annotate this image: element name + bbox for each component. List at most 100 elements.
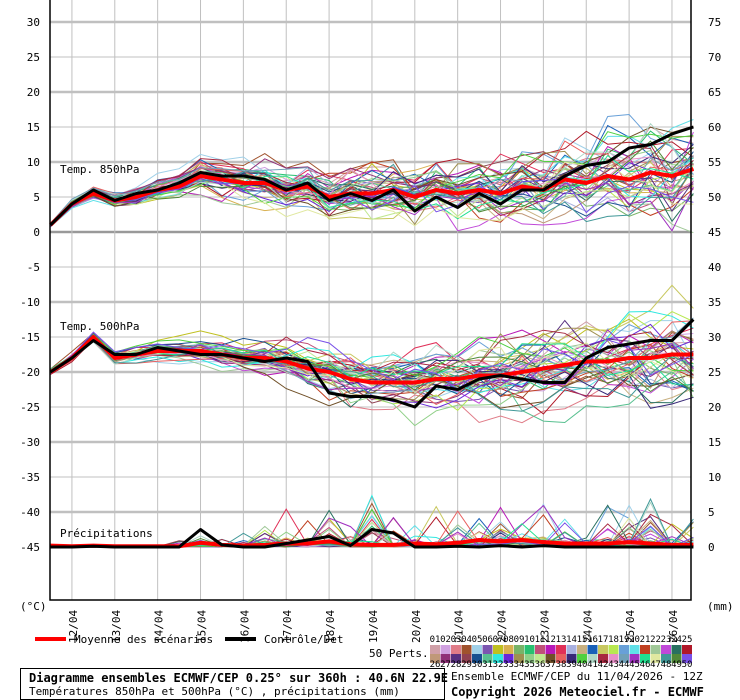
- date-tick-label: 14/04: [153, 610, 166, 643]
- panel-label-850: Temp. 850hPa: [60, 163, 139, 176]
- pert-swatch-02: [440, 645, 451, 654]
- pert-swatch-05: [472, 645, 482, 654]
- pert-number: 40: [577, 660, 588, 670]
- pert-swatch-34: [514, 654, 524, 663]
- left-tick-label: -40: [20, 506, 40, 519]
- right-tick-label: 70: [708, 51, 721, 64]
- left-tick-label: 0: [33, 226, 40, 239]
- legend-perts-label: 50 Perts.: [369, 647, 429, 660]
- pert-swatch-04: [461, 645, 472, 654]
- pert-swatch-10: [524, 645, 535, 654]
- pert-number: 41: [587, 660, 598, 670]
- pert-number: 17: [598, 635, 609, 645]
- pert-line-1-32: [50, 310, 694, 394]
- left-tick-label: -35: [20, 471, 40, 484]
- control-line-panel-0: [49, 125, 694, 227]
- pert-number: 44: [619, 660, 630, 670]
- pert-line-1-50: [50, 331, 694, 391]
- pert-line-1-42: [50, 329, 694, 376]
- pert-number: 11: [535, 635, 546, 645]
- pert-number: 48: [661, 660, 672, 670]
- pert-number: 15: [577, 635, 588, 645]
- pert-swatch-31: [482, 654, 493, 663]
- pert-swatch-22: [650, 645, 661, 654]
- left-axis-unit: (°C): [20, 600, 47, 613]
- pert-number: 46: [640, 660, 651, 670]
- control-line-panel-2: [50, 528, 694, 549]
- pert-number: 45: [629, 660, 640, 670]
- pert-number: 23: [661, 635, 672, 645]
- pert-swatch-25: [682, 645, 692, 654]
- pert-number: 43: [608, 660, 619, 670]
- pert-number: 36: [535, 660, 546, 670]
- perturbation-legend: 01 02 03 04 05 06 07 08 09 10 11 12 13 14 15 16 17 18 19 20…: [430, 635, 693, 670]
- pert-swatch-06: [482, 645, 493, 654]
- pert-swatch-18: [608, 645, 619, 654]
- pert-line-0-43: [50, 156, 694, 225]
- right-tick-label: 20: [708, 401, 721, 414]
- pert-swatch-20: [629, 645, 640, 654]
- right-tick-label: 60: [708, 121, 721, 134]
- pert-swatch-23: [661, 645, 671, 654]
- pert-number: 50: [682, 660, 693, 670]
- date-tick-label: 16/04: [238, 610, 251, 643]
- pert-number: 34: [514, 660, 525, 670]
- pert-line-0-33: [50, 162, 694, 227]
- pert-swatch-01: [430, 645, 440, 654]
- right-tick-label: 0: [708, 541, 715, 554]
- grid: [50, 0, 691, 600]
- pert-number: 21: [640, 635, 651, 645]
- plot-frame: [49, 0, 692, 601]
- left-tick-label: 15: [27, 121, 40, 134]
- footer-title: Diagramme ensembles ECMWF/CEP 0.25° sur …: [29, 671, 448, 685]
- pert-swatch-35: [524, 654, 535, 663]
- pert-swatch-36: [535, 654, 545, 663]
- left-tick-label: 25: [27, 51, 40, 64]
- pert-number: 26: [430, 660, 441, 670]
- left-tick-label: -25: [20, 401, 40, 414]
- pert-swatch-14: [566, 645, 577, 654]
- pert-line-0-41: [50, 122, 694, 224]
- left-tick-label: -45: [20, 541, 40, 554]
- pert-number: 12: [545, 635, 556, 645]
- pert-swatch-09: [514, 645, 524, 654]
- pert-swatch-16: [587, 645, 598, 654]
- left-tick-label: -5: [27, 261, 40, 274]
- date-tick-label: 18/04: [324, 610, 337, 643]
- pert-swatch-30: [472, 654, 482, 663]
- pert-number: 35: [524, 660, 535, 670]
- main-lines: [49, 125, 695, 549]
- date-tick-label: 21/04: [453, 610, 466, 643]
- date-tick-label: 12/04: [67, 610, 80, 643]
- pert-number: 28: [451, 660, 462, 670]
- pert-swatch-19: [619, 645, 629, 654]
- date-tick-label: 26/04: [667, 610, 680, 643]
- pert-number: 38: [556, 660, 567, 670]
- pert-swatch-13: [556, 645, 566, 654]
- pert-number: 20: [629, 635, 640, 645]
- right-tick-label: 10: [708, 471, 721, 484]
- pert-swatch-24: [671, 645, 682, 654]
- date-tick-label: 24/04: [581, 610, 594, 643]
- right-tick-label: 30: [708, 331, 721, 344]
- pert-swatch-45: [629, 654, 640, 663]
- footer-subtitle: Températures 850hPa et 500hPa (°C) , pré…: [29, 685, 400, 698]
- pert-number: 37: [545, 660, 556, 670]
- right-tick-label: 35: [708, 296, 721, 309]
- pert-swatch-43: [608, 654, 619, 663]
- right-tick-label: 5: [708, 506, 715, 519]
- title-box: [20, 668, 445, 700]
- pert-number: 04: [461, 635, 472, 645]
- left-tick-label: 10: [27, 156, 40, 169]
- pert-number: 18: [608, 635, 619, 645]
- pert-number: 47: [650, 660, 661, 670]
- left-tick-label: -10: [20, 296, 40, 309]
- pert-swatch-08: [503, 645, 514, 654]
- left-tick-label: -20: [20, 366, 40, 379]
- right-tick-label: 25: [708, 366, 721, 379]
- pert-swatch-37: [545, 654, 556, 663]
- pert-swatch-07: [493, 645, 503, 654]
- pert-swatch-39: [566, 654, 577, 663]
- pert-swatch-41: [587, 654, 598, 663]
